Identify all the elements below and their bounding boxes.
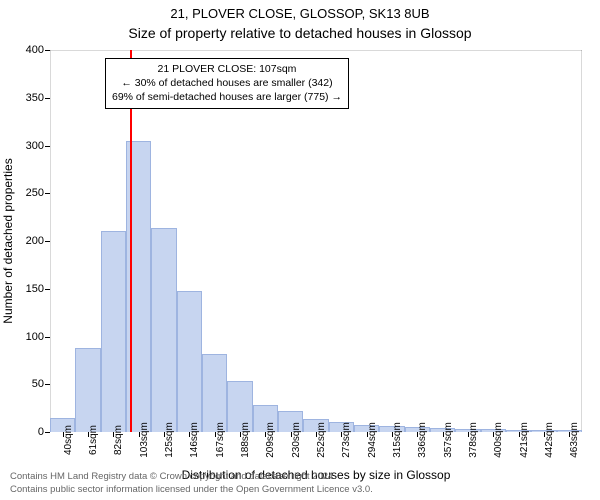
x-tick-label: 146sqm: [189, 422, 200, 458]
x-tick-mark: [392, 432, 393, 437]
x-tick-label: 378sqm: [468, 422, 479, 458]
x-tick-mark: [113, 432, 114, 437]
y-tick-mark: [45, 432, 50, 433]
x-tick-label: 252sqm: [316, 422, 327, 458]
annotation-box: 21 PLOVER CLOSE: 107sqm ← 30% of detache…: [105, 58, 349, 109]
annotation-line2: ← 30% of detached houses are smaller (34…: [112, 76, 342, 90]
y-tick-mark: [45, 337, 50, 338]
x-tick-label: 336sqm: [417, 422, 428, 458]
x-tick-label: 442sqm: [544, 422, 555, 458]
x-tick-label: 273sqm: [341, 422, 352, 458]
histogram-bar: [202, 354, 227, 432]
footer-line1: Contains HM Land Registry data © Crown c…: [10, 471, 373, 483]
footer: Contains HM Land Registry data © Crown c…: [10, 471, 373, 496]
x-tick-mark: [240, 432, 241, 437]
x-tick-label: 167sqm: [215, 422, 226, 458]
y-tick-mark: [45, 289, 50, 290]
x-tick-mark: [519, 432, 520, 437]
x-tick-label: 421sqm: [519, 422, 530, 458]
x-tick-mark: [316, 432, 317, 437]
x-tick-label: 230sqm: [291, 422, 302, 458]
subtitle: Size of property relative to detached ho…: [0, 21, 600, 41]
x-tick-mark: [63, 432, 64, 437]
x-tick-label: 400sqm: [493, 422, 504, 458]
x-tick-mark: [164, 432, 165, 437]
x-tick-label: 125sqm: [164, 422, 175, 458]
x-tick-mark: [341, 432, 342, 437]
x-tick-label: 82sqm: [113, 425, 124, 455]
x-tick-label: 357sqm: [443, 422, 454, 458]
histogram-bar: [75, 348, 100, 432]
x-tick-label: 103sqm: [139, 422, 150, 458]
y-tick-mark: [45, 384, 50, 385]
histogram-bar: [177, 291, 202, 432]
footer-line2: Contains public sector information licen…: [10, 484, 373, 496]
y-tick-mark: [45, 98, 50, 99]
x-tick-mark: [544, 432, 545, 437]
x-tick-label: 40sqm: [63, 425, 74, 455]
x-tick-mark: [88, 432, 89, 437]
x-tick-mark: [215, 432, 216, 437]
y-tick-mark: [45, 146, 50, 147]
address-line: 21, PLOVER CLOSE, GLOSSOP, SK13 8UB: [0, 0, 600, 21]
x-tick-mark: [291, 432, 292, 437]
x-tick-mark: [468, 432, 469, 437]
x-tick-mark: [443, 432, 444, 437]
y-axis-label: Number of detached properties: [1, 158, 15, 323]
x-tick-label: 188sqm: [240, 422, 251, 458]
x-tick-mark: [569, 432, 570, 437]
x-tick-mark: [417, 432, 418, 437]
x-tick-mark: [139, 432, 140, 437]
x-tick-label: 315sqm: [392, 422, 403, 458]
y-tick-mark: [45, 241, 50, 242]
x-tick-label: 463sqm: [569, 422, 580, 458]
annotation-line1: 21 PLOVER CLOSE: 107sqm: [112, 62, 342, 76]
y-tick-mark: [45, 50, 50, 51]
x-tick-mark: [265, 432, 266, 437]
x-tick-mark: [189, 432, 190, 437]
histogram-bar: [151, 228, 176, 432]
x-tick-mark: [493, 432, 494, 437]
x-tick-label: 61sqm: [88, 425, 99, 455]
x-tick-label: 294sqm: [367, 422, 378, 458]
x-tick-label: 209sqm: [265, 422, 276, 458]
x-tick-mark: [367, 432, 368, 437]
annotation-line3: 69% of semi-detached houses are larger (…: [112, 90, 342, 104]
y-tick-mark: [45, 193, 50, 194]
histogram-bar: [101, 231, 126, 432]
